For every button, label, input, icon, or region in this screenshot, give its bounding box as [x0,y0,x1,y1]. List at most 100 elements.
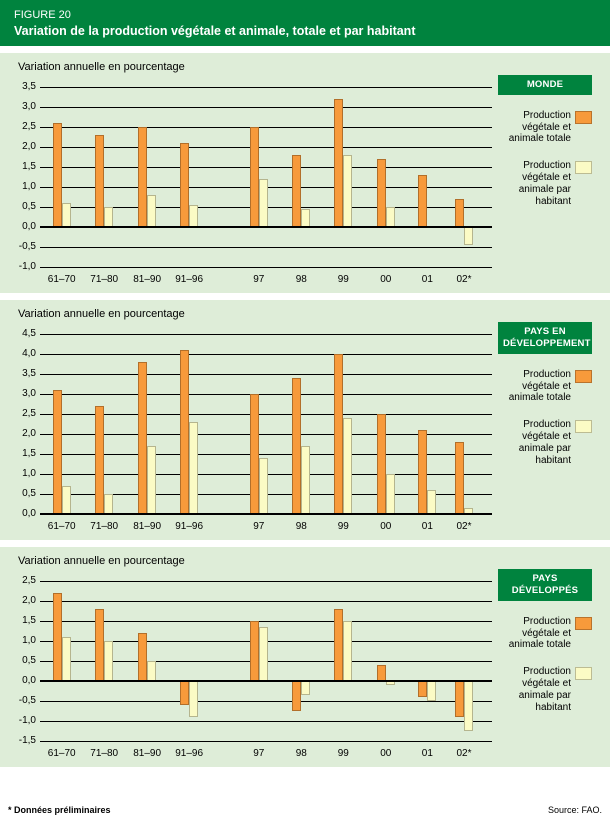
bar-total [334,609,344,681]
y-tick-label: 0,0 [22,221,36,232]
gridline [40,700,492,702]
bar-per-capita [104,207,114,227]
bar-per-capita [189,681,199,717]
legend-label-total: Production végétale et animale totale [508,109,571,145]
bar-total [95,609,105,681]
axis-title: Variation annuelle en pourcentage [18,308,185,320]
chart-section-pays-developpes: Variation annuelle en pourcentage 2,5 2,0… [0,547,610,767]
zero-axis-line [40,513,492,515]
source-note: Source: FAO. [547,805,602,815]
x-tick-label: 91–96 [175,521,204,532]
x-tick-label: 61–70 [47,748,76,759]
side-panel-pays-en-developpement: PAYS EN DÉVELOPPEMENT Production végétal… [492,308,610,514]
y-tick-label: -1,5 [18,735,36,746]
bar-per-capita [189,205,199,227]
legend-swatch-per-capita [575,667,592,681]
side-panel-monde: MONDE Production végétale et animale tot… [492,61,610,267]
legend-label-total: Production végétale et animale totale [508,615,571,651]
bar-total [334,99,344,227]
bar-per-capita [385,207,395,227]
legend-item-total: Production végétale et animale totale [505,110,592,145]
x-tick-label: 97 [253,274,265,285]
bar-per-capita [61,486,71,514]
gridline [40,740,492,742]
x-tick-label: 81–90 [133,521,162,532]
x-tick-label: 01 [421,748,433,759]
region-label-monde: MONDE [498,75,592,95]
y-tick-label: 2,5 [22,121,36,132]
region-label-pays-en-developpement: PAYS EN DÉVELOPPEMENT [498,322,592,354]
bar-per-capita [301,209,311,227]
gridline [40,433,492,435]
y-tick-label: 4,5 [22,328,36,339]
figure-header: FIGURE 20 Variation de la production vég… [0,0,610,46]
bar-total [334,354,344,514]
bar-per-capita [147,446,157,514]
y-tick-label: -1,0 [18,261,36,272]
bar-per-capita [258,179,268,227]
bar-per-capita [463,681,473,731]
y-tick-label: 3,5 [22,368,36,379]
y-tick-label: 0,5 [22,201,36,212]
legend-label-per-capita: Production végétale et animale par habit… [518,160,571,207]
bar-per-capita [343,621,353,681]
bar-total [138,362,148,514]
bar-total [454,681,464,717]
bar-total [249,127,259,227]
bar-total [418,681,428,697]
x-tick-label: 98 [295,521,307,532]
bar-total [376,414,386,514]
axis-title: Variation annuelle en pourcentage [18,555,185,567]
x-tick-label: 99 [337,274,349,285]
bar-total [180,143,190,227]
x-tick-label: 71–80 [90,748,119,759]
bar-total [52,390,62,514]
bar-total [138,633,148,681]
plot-wrap: 3,5 3,0 2,5 2,0 1,5 1,0 0,5 0,0 -0,5 -1,0 61–70 71–… [19,81,492,285]
gridline [40,453,492,455]
y-tick-label: 3,5 [22,81,36,92]
y-tick-label: 2,5 [22,575,36,586]
bar-total [52,593,62,681]
y-tick-label: 1,0 [22,635,36,646]
axis-title: Variation annuelle en pourcentage [18,61,185,73]
legend-swatch-total [575,369,592,383]
legend-swatch-per-capita [575,420,592,434]
bar-total [180,681,190,705]
y-tick-label: 1,5 [22,615,36,626]
bar-total [249,394,259,514]
figure-footer: * Données préliminaires Source: FAO. [0,801,610,820]
y-tick-label: 1,0 [22,181,36,192]
bar-per-capita [343,155,353,227]
bar-total [52,123,62,227]
x-tick-label: 81–90 [133,274,162,285]
gridline [40,600,492,602]
plot-area-pays-en-developpement: 4,5 4,0 3,5 3,0 2,5 2,0 1,5 1,0 0,5 0,0 61–70 71–80… [22,328,492,532]
bar-total [95,135,105,227]
x-tick-label: 71–80 [90,521,119,532]
preliminary-data-note: * Données préliminaires [8,805,111,815]
gridline [40,333,492,335]
x-tick-label: 99 [337,521,349,532]
bar-total [292,155,302,227]
bar-total [249,621,259,681]
y-tick-label: 2,5 [22,408,36,419]
x-tick-label: 61–70 [47,274,76,285]
x-tick-label: 71–80 [90,274,119,285]
bar-per-capita [258,627,268,681]
bar-total [454,199,464,227]
gridline [40,146,492,148]
y-tick-label: -0,5 [18,695,36,706]
gridline [40,413,492,415]
y-tick-label: 2,0 [22,141,36,152]
legend-label-per-capita: Production végétale et animale par habit… [518,666,571,713]
gridline [40,126,492,128]
bar-total [418,430,428,514]
bar-per-capita [61,637,71,681]
gridline [40,166,492,168]
legend-item-per-capita: Production végétale et animale par habit… [505,160,592,207]
x-tick-label: 00 [380,748,392,759]
legend-label-total: Production végétale et animale totale [508,368,571,404]
gridline [40,720,492,722]
zero-axis-line [40,226,492,228]
